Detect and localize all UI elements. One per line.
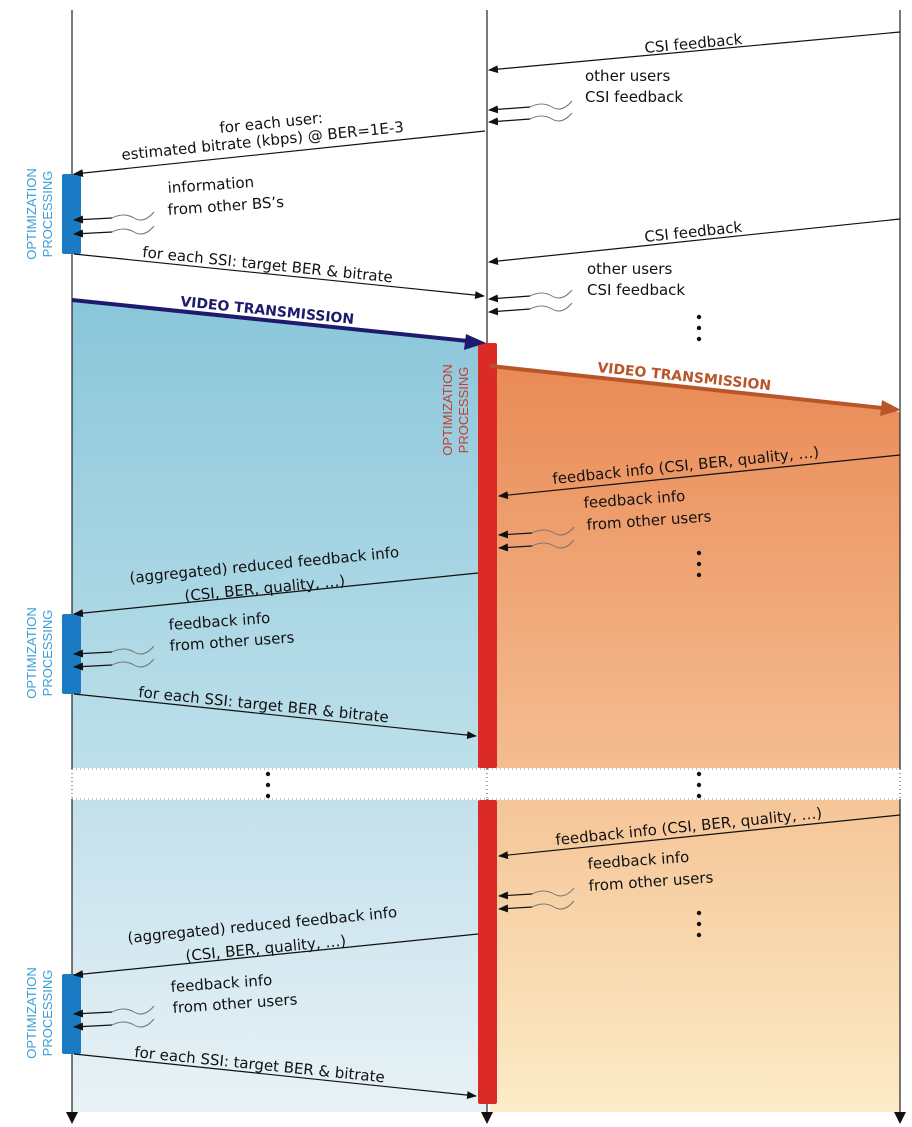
red-processing-bar-bottom xyxy=(478,800,497,1104)
processing-label: PROCESSING xyxy=(40,171,55,258)
optimization-label: OPTIMIZATION xyxy=(24,168,39,259)
blue-processing-bar-2 xyxy=(62,614,81,694)
other-users-arrow-1a xyxy=(488,105,531,114)
fb-other-arrow-4b xyxy=(73,1022,113,1031)
feedback-info-arrow-1 xyxy=(498,454,901,500)
ellipsis-dots-icon xyxy=(696,314,702,342)
squiggle-icon xyxy=(111,658,155,668)
fb-other-arrow-1a xyxy=(498,530,533,539)
reduced-feedback-arrow-1 xyxy=(73,572,479,618)
red-processing-bar-top xyxy=(478,343,497,768)
squiggle-icon xyxy=(111,211,155,221)
target-ber-arrow-3 xyxy=(73,1053,477,1100)
squiggle-icon xyxy=(111,645,155,655)
blue-region-bottom xyxy=(72,800,487,1112)
for-each-user-arrow xyxy=(73,130,486,178)
blue-processing-bar-1 xyxy=(62,174,81,254)
video-tx-blue-arrow xyxy=(71,298,469,343)
target-ber-arrow-2 xyxy=(73,693,477,740)
processing-label: PROCESSING xyxy=(456,367,471,454)
squiggle-icon xyxy=(531,900,575,910)
arrow-head-icon xyxy=(464,334,486,350)
other-users-label-2a: other users xyxy=(587,260,672,278)
csi-feedback-arrow-2 xyxy=(488,218,901,266)
fb-other-arrow-2b xyxy=(73,662,113,671)
processing-label: PROCESSING xyxy=(40,970,55,1057)
blue-processing-bar-3 xyxy=(62,974,81,1054)
squiggle-icon xyxy=(531,887,575,897)
arrow-head-icon xyxy=(894,1112,906,1124)
squiggle-icon xyxy=(529,100,573,110)
fb-other-arrow-1b xyxy=(498,543,533,552)
info-other-bs-label-a: information xyxy=(167,173,255,197)
feedback-info-arrow-2 xyxy=(498,814,901,860)
orange-region-top xyxy=(490,366,900,768)
fb-other-arrow-4a xyxy=(73,1009,113,1018)
processing-label: PROCESSING xyxy=(40,610,55,697)
orange-region-bottom xyxy=(490,800,900,1112)
info-other-bs-label-b: from other BS’s xyxy=(167,193,285,219)
squiggle-icon xyxy=(529,289,573,299)
other-users-arrow-2a xyxy=(488,294,531,303)
target-ber-arrow-1 xyxy=(73,253,485,300)
squiggle-icon xyxy=(111,225,155,235)
fb-other-arrow-3a xyxy=(498,891,533,900)
optimization-label: OPTIMIZATION xyxy=(440,364,455,455)
optimization-label: OPTIMIZATION xyxy=(24,607,39,698)
squiggle-icon xyxy=(529,302,573,312)
fb-other-arrow-3b xyxy=(498,904,533,913)
arrow-head-icon xyxy=(880,400,901,416)
middle-processing-label: OPTIMIZATION PROCESSING xyxy=(440,364,471,455)
squiggle-icon xyxy=(531,526,575,536)
optimization-label: OPTIMIZATION xyxy=(24,967,39,1058)
blue-region-top xyxy=(72,300,487,768)
target-ber-label-1: for each SSI: target BER & bitrate xyxy=(142,243,394,286)
ellipsis-dots-icon xyxy=(696,771,702,799)
other-users-label-1a: other users xyxy=(585,67,670,85)
csi-feedback-label-1: CSI feedback xyxy=(644,30,744,57)
ellipsis-dots-icon xyxy=(265,771,271,799)
other-users-arrow-2b xyxy=(488,307,531,316)
squiggle-icon xyxy=(529,112,573,122)
squiggle-icon xyxy=(531,539,575,549)
squiggle-icon xyxy=(111,1005,155,1015)
arrow-head-icon xyxy=(66,1112,78,1124)
video-tx-orange-arrow xyxy=(489,364,883,410)
other-users-label-1b: CSI feedback xyxy=(585,88,683,106)
other-users-label-2b: CSI feedback xyxy=(587,281,685,299)
other-bs-arrow-a xyxy=(73,215,113,224)
ellipsis-dots-icon xyxy=(696,550,702,578)
csi-feedback-label-2: CSI feedback xyxy=(644,218,744,246)
arrow-head-icon xyxy=(481,1112,493,1124)
ellipsis-dots-icon xyxy=(696,910,702,938)
reduced-feedback-arrow-2 xyxy=(73,933,479,979)
fb-other-arrow-2a xyxy=(73,649,113,658)
squiggle-icon xyxy=(111,1018,155,1028)
left-processing-label-2: OPTIMIZATION PROCESSING xyxy=(24,607,55,698)
csi-feedback-arrow-1 xyxy=(488,31,901,74)
other-bs-arrow-b xyxy=(73,229,113,238)
other-users-arrow-1b xyxy=(488,117,531,126)
left-processing-label-3: OPTIMIZATION PROCESSING xyxy=(24,967,55,1058)
left-processing-label-1: OPTIMIZATION PROCESSING xyxy=(24,168,55,259)
